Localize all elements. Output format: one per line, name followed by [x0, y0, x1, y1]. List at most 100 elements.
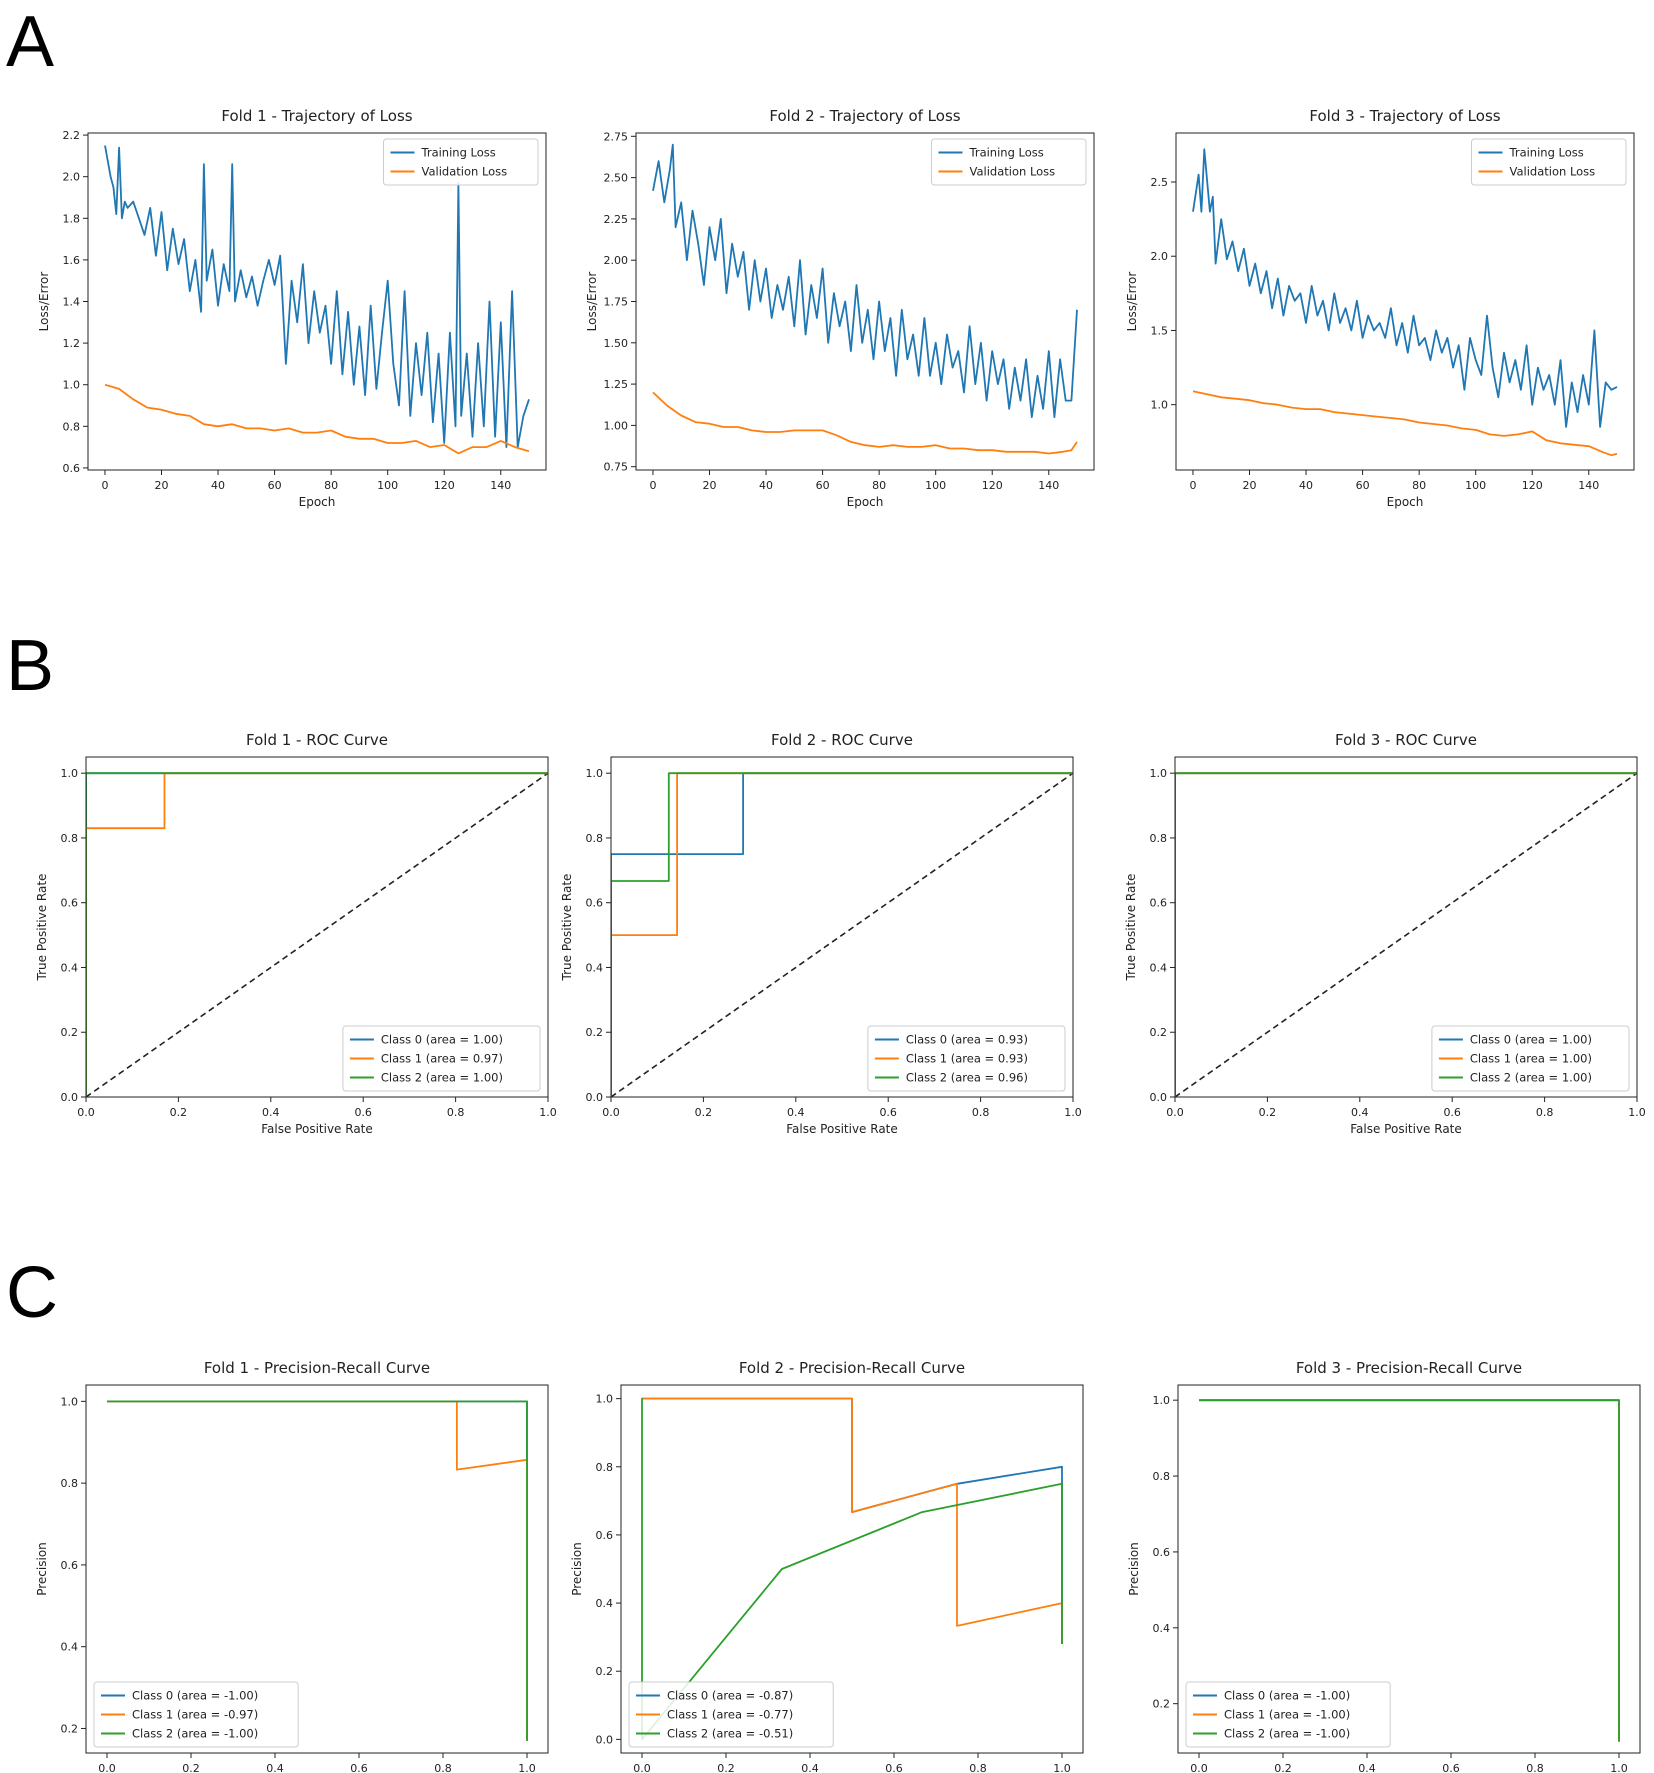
x-tick-label: 1.0 [518, 1762, 536, 1773]
legend-entry: Class 0 (area = -1.00) [1224, 1689, 1350, 1703]
plot-frame [620, 1384, 1084, 1754]
y-tick-label: 0.2 [586, 1026, 604, 1039]
x-tick-label: 0.6 [354, 1106, 372, 1119]
y-tick-label: 1.0 [1151, 399, 1169, 412]
y-tick-label: 0.2 [1150, 1026, 1168, 1039]
x-tick-label: 0.8 [447, 1106, 465, 1119]
x-tick-label: 0.4 [1351, 1106, 1369, 1119]
x-axis-label: Epoch [847, 495, 884, 509]
legend: Class 0 (area = -0.87) Class 1 (area = -0… [628, 1681, 834, 1748]
x-tick-label: 0 [101, 479, 108, 492]
series-line-3 [107, 1400, 528, 1741]
chance-diagonal-line [86, 772, 548, 1097]
series-line-2 [1192, 390, 1618, 457]
legend-entry: Class 1 (area = 0.97) [381, 1052, 503, 1066]
plot-frame [85, 1384, 549, 1754]
y-tick-label: 1.0 [61, 767, 79, 780]
legend: Class 0 (area = 1.00) Class 1 (area = 1.0… [1431, 1025, 1630, 1092]
x-tick-label: 0.2 [182, 1762, 200, 1773]
x-tick-label: 0.0 [77, 1106, 95, 1119]
series-line-3 [1199, 1399, 1620, 1742]
legend: Class 0 (area = 1.00) Class 1 (area = 0.9… [342, 1025, 541, 1092]
x-tick-label: 80 [872, 479, 886, 492]
series-line-2 [104, 383, 530, 455]
series-line-3 [86, 772, 548, 1097]
legend-entry: Class 1 (area = 0.93) [906, 1052, 1028, 1066]
x-tick-label: 60 [816, 479, 830, 492]
x-tick-label: 0.2 [717, 1762, 735, 1773]
x-tick-label: 0.8 [434, 1762, 452, 1773]
legend-box [628, 1681, 834, 1748]
y-tick-label: 1.0 [63, 379, 81, 392]
x-tick-label: 1.0 [539, 1106, 557, 1119]
series-line-1 [652, 143, 1078, 419]
y-tick-label: 1.5 [1151, 324, 1169, 337]
legend-entry: Validation Loss [970, 165, 1056, 179]
y-tick-label: 0.2 [596, 1665, 614, 1678]
y-tick-label: 0.4 [61, 1641, 79, 1654]
x-tick-label: 0.6 [1443, 1106, 1461, 1119]
chart-title: Fold 2 - Precision-Recall Curve [739, 1359, 965, 1377]
y-tick-label: 2.0 [63, 171, 81, 184]
x-tick-label: 0.6 [1442, 1762, 1460, 1773]
y-axis-label: True Positive Rate [35, 874, 49, 982]
x-tick-label: 0.0 [602, 1106, 620, 1119]
x-tick-label: 20 [155, 479, 169, 492]
y-tick-label: 1.4 [63, 296, 81, 309]
x-tick-label: 140 [1578, 479, 1599, 492]
x-tick-label: 40 [1299, 479, 1313, 492]
x-tick-label: 140 [490, 479, 511, 492]
legend: Class 0 (area = -1.00) Class 1 (area = -0… [93, 1681, 299, 1748]
y-axis-label: Loss/Error [1125, 272, 1139, 332]
legend: Training Loss Validation Loss [383, 138, 539, 186]
panel-label-c: C [6, 1253, 58, 1333]
x-tick-label: 0.0 [98, 1762, 116, 1773]
plot-frame [87, 132, 547, 471]
chart-2: Fold 2 - Trajectory of Loss 0 20 40 60 80 100 1… [585, 107, 1095, 509]
y-tick-label: 1.6 [63, 254, 81, 267]
y-tick-label: 1.0 [1150, 767, 1168, 780]
x-tick-label: 0.0 [1190, 1762, 1208, 1773]
x-tick-label: 80 [1412, 479, 1426, 492]
x-tick-label: 0.4 [787, 1106, 805, 1119]
x-tick-label: 1.0 [1053, 1762, 1071, 1773]
legend-box [383, 138, 539, 186]
x-tick-label: 0.8 [1536, 1106, 1554, 1119]
y-axis-label: Precision [1127, 1542, 1141, 1596]
x-tick-label: 140 [1038, 479, 1059, 492]
series-line-2 [642, 1397, 1063, 1644]
chart-1: Fold 1 - Trajectory of Loss 0 20 40 60 80 100 1… [37, 107, 547, 509]
y-tick-label: 0.4 [596, 1597, 614, 1610]
y-tick-label: 1.0 [1153, 1394, 1171, 1407]
x-tick-label: 0.4 [262, 1106, 280, 1119]
y-tick-label: 2.2 [63, 129, 81, 142]
series-line-3 [611, 772, 1073, 1097]
chart-title: Fold 3 - ROC Curve [1335, 731, 1477, 749]
chart-3: Fold 3 - Trajectory of Loss 0 20 40 60 80 100 1… [1125, 107, 1635, 509]
plot-frame [635, 132, 1095, 471]
x-tick-label: 0.6 [885, 1762, 903, 1773]
y-axis-label: True Positive Rate [560, 874, 574, 982]
legend-box [1471, 138, 1627, 186]
y-tick-label: 1.25 [604, 378, 629, 391]
chart-title: Fold 1 - ROC Curve [246, 731, 388, 749]
y-tick-label: 0.6 [63, 462, 81, 475]
legend-entry: Validation Loss [422, 165, 508, 179]
legend-entry: Class 0 (area = -1.00) [132, 1689, 258, 1703]
y-tick-label: 1.75 [604, 296, 629, 309]
x-tick-label: 0.8 [969, 1762, 987, 1773]
y-tick-label: 0.8 [1150, 832, 1168, 845]
y-tick-label: 0.8 [596, 1461, 614, 1474]
x-tick-label: 120 [434, 479, 455, 492]
legend-box [867, 1025, 1066, 1092]
x-tick-label: 40 [211, 479, 225, 492]
legend-entry: Training Loss [969, 146, 1044, 160]
y-tick-label: 0.6 [1153, 1546, 1171, 1559]
y-axis-label: True Positive Rate [1124, 874, 1138, 982]
legend: Training Loss Validation Loss [931, 138, 1087, 186]
x-tick-label: 0.2 [695, 1106, 713, 1119]
y-tick-label: 0.8 [1153, 1470, 1171, 1483]
legend-box [93, 1681, 299, 1748]
legend-box [1431, 1025, 1630, 1092]
x-tick-label: 1.0 [1628, 1106, 1646, 1119]
